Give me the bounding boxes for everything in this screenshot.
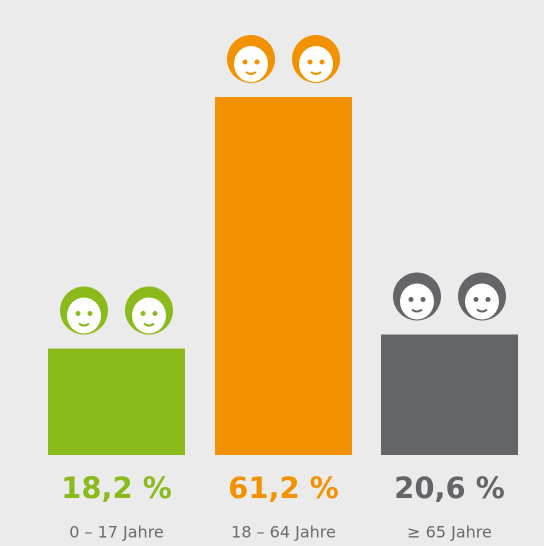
icon-face xyxy=(234,46,268,82)
icon-eye xyxy=(307,59,313,65)
icon-eye xyxy=(408,296,414,302)
icon xyxy=(393,272,441,321)
bar xyxy=(48,348,185,455)
icon-eye xyxy=(319,59,325,65)
x-tick-label: 18 – 64 Jahre xyxy=(231,523,336,542)
icon-mouth xyxy=(143,322,155,327)
icon-mouth xyxy=(476,308,488,313)
icon-eye xyxy=(485,296,491,302)
x-tick-label: ≥ 65 Jahre xyxy=(407,523,492,542)
icon-eye xyxy=(420,296,426,302)
icon-face xyxy=(299,46,333,82)
icon xyxy=(125,286,173,335)
value-label: 20,6 % xyxy=(394,471,505,505)
icon-eye xyxy=(473,296,479,302)
icon-face xyxy=(400,283,434,320)
icon xyxy=(458,272,506,321)
icon-face xyxy=(465,283,499,320)
bar xyxy=(381,334,518,455)
icon-eye xyxy=(254,59,260,65)
icon-eye xyxy=(242,59,248,65)
icon-mouth xyxy=(245,71,257,75)
icon-mouth xyxy=(310,71,322,75)
icon-eye xyxy=(140,311,146,317)
icon xyxy=(227,35,275,83)
icon-eye xyxy=(75,311,81,317)
icon-eye xyxy=(152,311,158,317)
icon-face xyxy=(67,297,101,334)
value-label: 61,2 % xyxy=(228,471,339,505)
icon xyxy=(60,286,108,335)
icon-mouth xyxy=(411,308,423,313)
bar xyxy=(215,97,352,455)
icon-face xyxy=(132,297,166,334)
x-tick-label: 0 – 17 Jahre xyxy=(69,523,164,542)
value-label: 18,2 % xyxy=(61,471,172,505)
icon-mouth xyxy=(78,322,90,327)
icon xyxy=(292,35,340,83)
icon-eye xyxy=(87,311,93,317)
